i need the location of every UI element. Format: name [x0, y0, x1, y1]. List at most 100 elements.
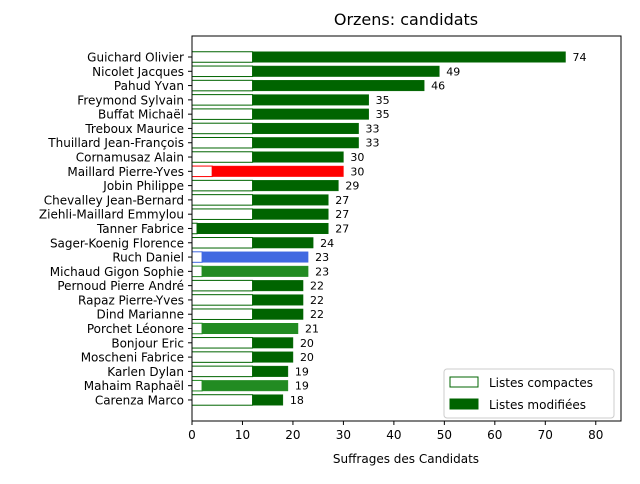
x-tick-label: 40 — [386, 428, 401, 442]
value-label: 20 — [300, 337, 314, 350]
y-tick-label: Freymond Sylvain — [77, 93, 184, 107]
bar-compact — [191, 322, 203, 335]
legend-swatch — [449, 376, 479, 388]
bar-modified — [252, 122, 359, 134]
bar-compact — [191, 51, 254, 63]
bar-compact — [191, 237, 254, 249]
y-tick-label: Rapaz Pierre-Yves — [78, 293, 184, 307]
value-label: 20 — [300, 351, 314, 364]
bar-compact — [191, 394, 254, 406]
y-tick-label: Sager-Koenig Florence — [50, 236, 184, 250]
value-label: 18 — [290, 394, 304, 407]
y-tick-label: Dind Marianne — [96, 308, 184, 322]
value-label: 23 — [315, 251, 329, 264]
y-tick-label: Pernoud Pierre André — [57, 279, 184, 293]
y-tick-label: Chevalley Jean-Bernard — [44, 193, 184, 207]
y-tick-label: Buffat Michaël — [98, 108, 184, 122]
chart-title: Orzens: candidats — [334, 10, 478, 29]
value-label: 22 — [310, 308, 324, 321]
y-tick-label: Treboux Maurice — [84, 122, 184, 136]
bar-modified — [252, 151, 344, 163]
bar-compact — [191, 294, 254, 306]
value-label: 74 — [572, 51, 586, 64]
y-tick-label: Karlen Dylan — [107, 365, 184, 379]
bar-modified — [252, 208, 329, 220]
y-tick-label: Thuillard Jean-François — [47, 136, 184, 150]
bar-modified — [252, 351, 294, 363]
value-label: 30 — [350, 165, 364, 178]
legend-label: Listes modifiées — [489, 398, 586, 412]
value-label: 27 — [335, 208, 349, 221]
bar-compact — [191, 308, 254, 320]
y-tick-label: Cornamusaz Alain — [76, 151, 184, 165]
bar-compact — [191, 179, 254, 192]
bar-compact — [191, 65, 254, 78]
value-label: 49 — [446, 65, 460, 78]
bar-compact — [191, 194, 254, 206]
y-tick-label: Moscheni Fabrice — [81, 351, 184, 365]
bar-compact — [191, 108, 254, 120]
value-label: 23 — [315, 265, 329, 278]
x-tick-label: 10 — [235, 428, 250, 442]
bar-modified — [252, 280, 304, 292]
value-label: 27 — [335, 194, 349, 207]
bar-modified — [252, 194, 329, 206]
value-label: 22 — [310, 294, 324, 307]
value-label: 35 — [376, 94, 390, 107]
y-tick-label: Jobin Philippe — [102, 179, 184, 193]
y-tick-label: Mahaim Raphaël — [84, 379, 184, 393]
x-tick-label: 80 — [588, 428, 603, 442]
bar-compact — [191, 222, 198, 235]
value-labels-group: 7449463535333330302927272724232322222221… — [290, 51, 587, 407]
bar-compact — [191, 351, 254, 363]
bar-modified — [252, 294, 304, 306]
bar-modified — [252, 80, 425, 92]
bar-modified — [252, 337, 294, 349]
bars-group — [191, 51, 566, 406]
bar-modified — [252, 308, 304, 320]
bar-modified — [196, 222, 329, 234]
bar-compact — [191, 337, 254, 349]
bar-compact — [191, 136, 254, 149]
value-label: 35 — [376, 108, 390, 121]
bar-modified — [252, 65, 440, 77]
bar-compact — [191, 279, 254, 292]
bar-compact — [191, 265, 203, 278]
x-tick-label: 70 — [538, 428, 553, 442]
bar-modified — [252, 237, 314, 249]
bar-compact — [191, 122, 254, 135]
value-label: 22 — [310, 280, 324, 293]
y-tick-label: Maillard Pierre-Yves — [67, 165, 184, 179]
y-tick-label: Ruch Daniel — [112, 251, 184, 265]
bar-modified — [252, 94, 369, 106]
bar-modified — [211, 165, 344, 177]
bar-modified — [252, 394, 284, 406]
value-label: 33 — [366, 122, 380, 135]
bar-modified — [201, 323, 299, 335]
bar-compact — [191, 94, 254, 106]
bar-modified — [252, 180, 339, 192]
bar-compact — [191, 79, 254, 92]
x-tick-label: 60 — [487, 428, 502, 442]
x-ticks-group: 0 10 20 30 40 50 60 70 80 — [188, 421, 603, 442]
bar-compact — [191, 379, 203, 392]
bar-compact — [191, 165, 213, 178]
legend-box — [443, 368, 615, 419]
x-tick-label: 30 — [336, 428, 351, 442]
legend-label: Listes compactes — [489, 376, 593, 390]
bar-modified — [252, 108, 369, 120]
y-tick-label: Ziehli-Maillard Emmylou — [39, 208, 184, 222]
bar-modified — [201, 251, 309, 263]
y-tick-label: Porchet Léonore — [87, 322, 184, 336]
bar-modified — [201, 380, 289, 392]
value-label: 33 — [366, 137, 380, 150]
y-tick-label: Pahud Yvan — [114, 79, 184, 93]
x-tick-label: 0 — [188, 428, 196, 442]
y-tick-label: Guichard Olivier — [87, 51, 184, 65]
y-tick-label: Nicolet Jacques — [92, 65, 184, 79]
plot-frame — [191, 35, 622, 422]
bar-compact — [191, 365, 254, 378]
bar-compact — [191, 208, 254, 220]
